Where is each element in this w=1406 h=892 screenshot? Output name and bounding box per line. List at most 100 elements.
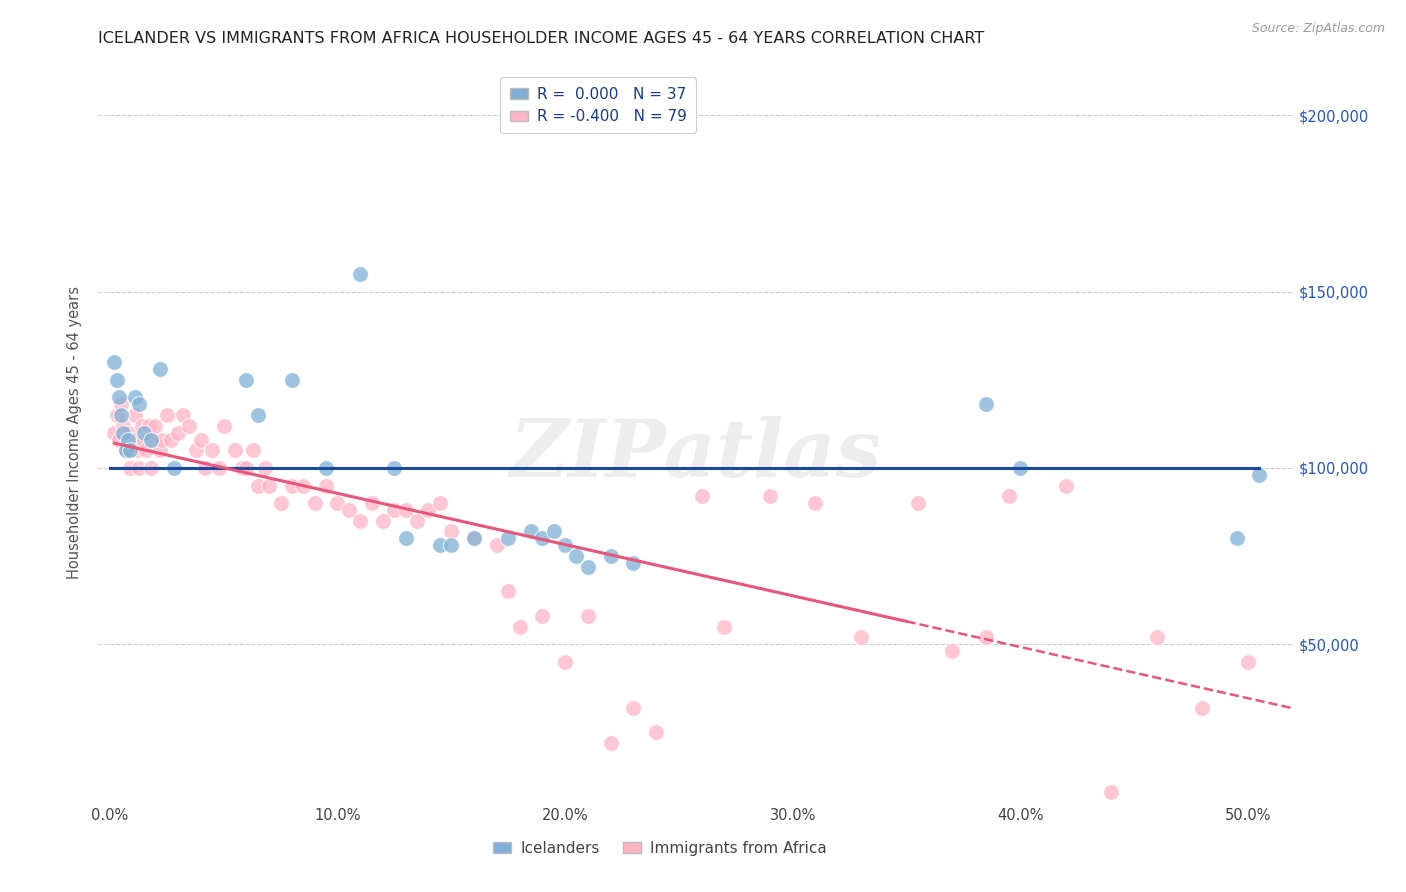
Point: [121, 433, 143, 447]
Point: [132, 433, 155, 447]
Point: [304, 496, 326, 510]
Point: [531, 532, 554, 546]
Point: [804, 496, 827, 510]
Point: [690, 489, 713, 503]
Point: [406, 514, 429, 528]
Point: [127, 443, 149, 458]
Point: [149, 362, 172, 376]
Text: Source: ZipAtlas.com: Source: ZipAtlas.com: [1251, 22, 1385, 36]
Point: [194, 461, 217, 475]
Point: [143, 418, 166, 433]
Point: [349, 514, 371, 528]
Point: [554, 655, 576, 669]
Point: [554, 538, 576, 552]
Point: [117, 433, 139, 447]
Point: [201, 443, 224, 458]
Point: [713, 619, 735, 633]
Point: [1099, 785, 1122, 799]
Point: [1010, 461, 1032, 475]
Text: ICELANDER VS IMMIGRANTS FROM AFRICA HOUSEHOLDER INCOME AGES 45 - 64 YEARS CORREL: ICELANDER VS IMMIGRANTS FROM AFRICA HOUS…: [98, 31, 984, 46]
Point: [941, 644, 963, 658]
Point: [509, 619, 531, 633]
Point: [120, 443, 142, 458]
Point: [162, 461, 184, 475]
Point: [496, 532, 519, 546]
Point: [576, 559, 599, 574]
Point: [974, 397, 997, 411]
Point: [190, 433, 212, 447]
Point: [103, 355, 125, 369]
Point: [124, 390, 146, 404]
Point: [1054, 478, 1077, 492]
Point: [212, 418, 235, 433]
Point: [382, 503, 405, 517]
Point: [543, 524, 565, 539]
Point: [235, 461, 257, 475]
Point: [114, 443, 136, 458]
Point: [138, 418, 160, 433]
Point: [156, 408, 179, 422]
Point: [224, 443, 246, 458]
Point: [281, 373, 304, 387]
Point: [485, 538, 508, 552]
Y-axis label: Householder Income Ages 45 - 64 years: Householder Income Ages 45 - 64 years: [67, 286, 83, 579]
Point: [520, 524, 543, 539]
Point: [440, 524, 463, 539]
Point: [292, 478, 315, 492]
Point: [1226, 532, 1249, 546]
Point: [120, 461, 142, 475]
Point: [281, 478, 304, 492]
Point: [759, 489, 782, 503]
Point: [463, 532, 485, 546]
Point: [974, 630, 997, 644]
Point: [349, 267, 371, 281]
Point: [172, 408, 194, 422]
Point: [105, 373, 128, 387]
Point: [429, 496, 451, 510]
Point: [103, 425, 125, 440]
Point: [395, 503, 418, 517]
Point: [108, 433, 131, 447]
Point: [531, 609, 554, 624]
Point: [371, 514, 394, 528]
Point: [1191, 700, 1213, 714]
Point: [1249, 467, 1271, 482]
Legend: Icelanders, Immigrants from Africa: Icelanders, Immigrants from Africa: [486, 835, 834, 862]
Point: [621, 556, 644, 570]
Point: [235, 373, 257, 387]
Point: [246, 478, 269, 492]
Point: [496, 584, 519, 599]
Point: [599, 736, 621, 750]
Point: [337, 503, 360, 517]
Point: [907, 496, 929, 510]
Point: [270, 496, 292, 510]
Point: [112, 418, 135, 433]
Point: [1237, 655, 1260, 669]
Point: [131, 418, 153, 433]
Point: [167, 425, 190, 440]
Point: [253, 461, 276, 475]
Point: [565, 549, 588, 563]
Point: [135, 443, 157, 458]
Point: [231, 461, 253, 475]
Point: [105, 408, 128, 422]
Point: [418, 503, 440, 517]
Point: [150, 433, 173, 447]
Point: [315, 478, 337, 492]
Point: [382, 461, 405, 475]
Point: [142, 433, 165, 447]
Point: [440, 538, 463, 552]
Point: [110, 397, 132, 411]
Point: [998, 489, 1021, 503]
Point: [128, 461, 150, 475]
Point: [599, 549, 621, 563]
Point: [257, 478, 280, 492]
Point: [621, 700, 644, 714]
Point: [186, 443, 208, 458]
Point: [124, 408, 146, 422]
Point: [463, 532, 485, 546]
Point: [117, 425, 139, 440]
Point: [114, 443, 136, 458]
Point: [242, 443, 264, 458]
Point: [208, 461, 231, 475]
